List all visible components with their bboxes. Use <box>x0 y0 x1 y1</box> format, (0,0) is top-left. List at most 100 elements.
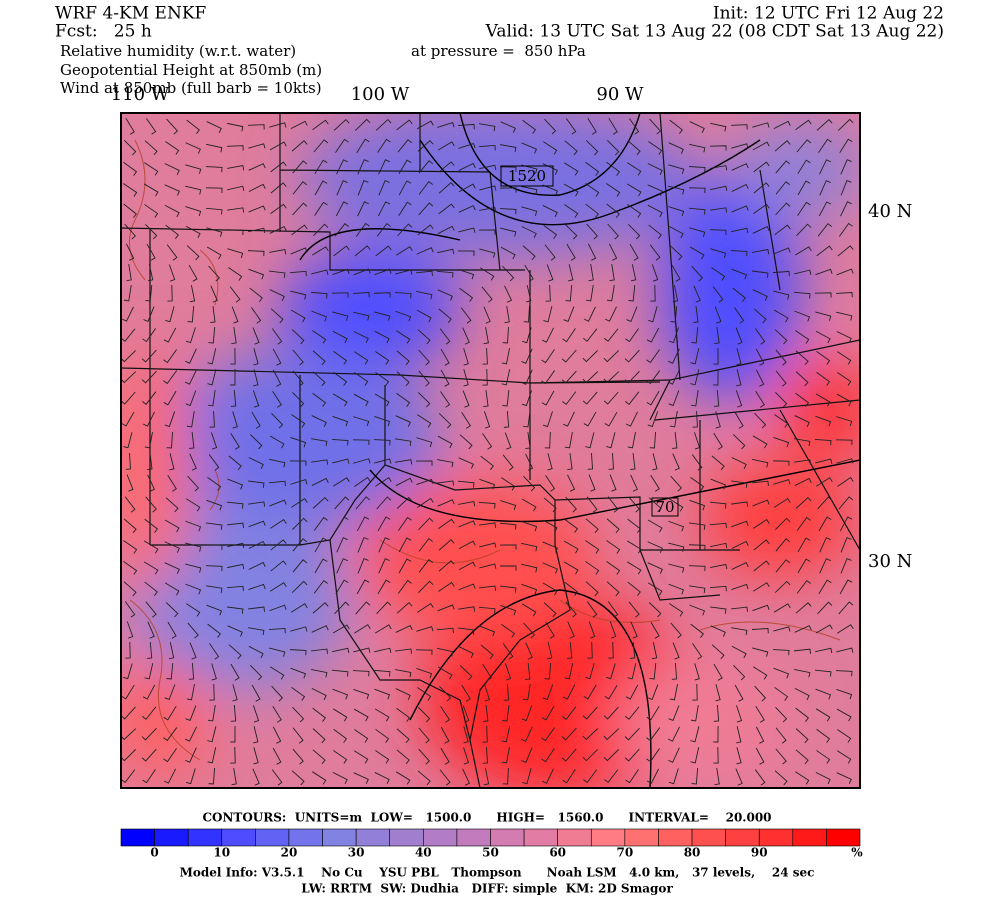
wind-barb <box>646 327 660 343</box>
wind-barb <box>440 391 451 408</box>
wind-barb <box>230 389 237 407</box>
wind-barb <box>795 496 812 509</box>
wind-barb <box>522 245 536 261</box>
wind-barb <box>603 371 620 384</box>
wind-barb <box>505 663 512 681</box>
wind-barb <box>837 245 854 257</box>
wind-barb <box>585 663 595 680</box>
wind-barb <box>290 290 307 300</box>
wind-barb <box>482 347 488 365</box>
wind-barb <box>437 435 453 449</box>
wind-barb <box>143 540 159 554</box>
wind-barb <box>226 501 244 509</box>
wind-barb <box>185 185 202 195</box>
wind-barb <box>772 270 790 277</box>
wind-barb <box>563 183 579 197</box>
wind-barb <box>587 117 597 135</box>
wind-barb <box>689 585 706 594</box>
wind-barb <box>775 160 791 174</box>
wind-barb <box>499 208 517 215</box>
wind-barb <box>227 542 245 549</box>
wind-barb <box>416 120 434 130</box>
wind-barb <box>836 458 854 464</box>
wind-barb <box>731 183 749 192</box>
wind-barb <box>526 285 532 303</box>
wind-barb <box>232 684 238 702</box>
wind-barb <box>837 750 852 764</box>
wind-barb <box>461 684 471 702</box>
colorbar-label: 40 <box>415 846 432 860</box>
wind-barb <box>353 268 371 276</box>
wind-barb <box>375 118 392 131</box>
wind-barb <box>523 475 536 492</box>
wind-barb <box>396 330 411 344</box>
wind-barb <box>585 540 600 554</box>
wind-barb <box>417 497 434 508</box>
wind-barb <box>378 537 390 553</box>
wind-barb <box>292 538 308 552</box>
wind-barb <box>627 204 642 218</box>
wind-barb <box>144 581 158 596</box>
wind-barb <box>795 602 812 614</box>
wind-barb <box>752 499 770 507</box>
wind-barb <box>437 225 455 235</box>
wind-barb <box>226 522 244 528</box>
wind-barb <box>650 284 656 302</box>
wind-barb <box>606 581 620 597</box>
wind-barb <box>711 455 725 471</box>
wind-barb <box>145 224 158 240</box>
wind-barb <box>774 498 791 508</box>
colorbar-swatch <box>322 828 357 847</box>
wind-barb <box>814 439 832 446</box>
colorbar-label: 70 <box>617 846 634 860</box>
wind-barb <box>815 771 831 785</box>
wind-barb <box>564 432 573 449</box>
wind-barb <box>416 247 434 255</box>
wind-barb <box>166 431 173 449</box>
height-contours <box>299 113 860 788</box>
wind-barb <box>837 476 854 487</box>
wind-barb <box>269 499 287 507</box>
wind-barb <box>583 328 598 342</box>
wind-barb <box>418 370 430 387</box>
wind-barb <box>542 411 553 428</box>
wind-barb <box>207 747 217 764</box>
wind-barb <box>837 118 854 131</box>
wind-barb <box>396 350 410 366</box>
wind-barb <box>437 499 455 507</box>
wind-barb <box>440 726 450 744</box>
wind-barb <box>440 747 450 765</box>
colorbar-swatch <box>355 828 391 847</box>
wind-barb <box>247 250 265 257</box>
wind-barb <box>837 372 852 386</box>
wind-barb <box>838 222 853 237</box>
wind-barb <box>545 621 555 639</box>
wind-barb <box>479 478 496 490</box>
wind-barb <box>352 292 370 298</box>
wind-barb <box>671 662 678 680</box>
wind-barb <box>624 748 640 762</box>
wind-barb <box>458 205 476 213</box>
wind-barb <box>353 416 370 427</box>
wind-barb <box>772 649 790 656</box>
wind-barb <box>795 728 809 744</box>
wind-barb <box>710 625 726 637</box>
wind-barb <box>565 496 577 513</box>
wind-barb <box>586 496 598 513</box>
wind-barb <box>416 667 433 679</box>
colorbar-label: 80 <box>684 846 701 860</box>
wind-barb <box>504 432 512 450</box>
wind-barb <box>377 201 391 217</box>
wind-barb <box>438 560 455 572</box>
wind-barb <box>544 431 551 449</box>
colorbar-swatch <box>792 828 827 847</box>
wind-barb <box>690 705 699 722</box>
wind-barb <box>521 747 533 763</box>
wind-barb <box>839 579 853 595</box>
wind-barb <box>462 327 470 345</box>
wind-barb <box>272 348 282 366</box>
wind-barb <box>625 411 638 427</box>
wind-barb <box>332 708 348 722</box>
wind-barb <box>647 411 659 428</box>
wind-barb <box>462 390 470 408</box>
